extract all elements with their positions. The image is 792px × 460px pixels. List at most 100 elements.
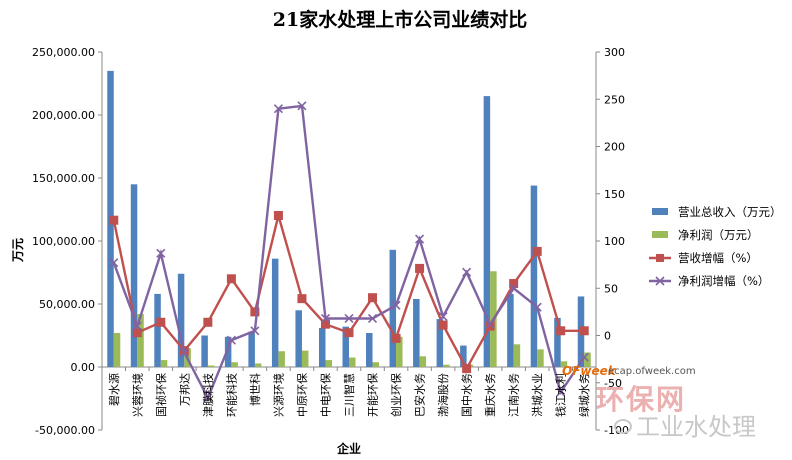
bars [107, 70, 591, 368]
bar [160, 360, 168, 367]
data-point [509, 283, 519, 293]
bar [318, 327, 326, 367]
lines [109, 101, 589, 403]
category-label: 津膜科技 [201, 373, 215, 417]
bar [460, 345, 467, 367]
bar [325, 360, 332, 367]
bar [154, 293, 161, 367]
data-point [579, 326, 589, 336]
y2-tick-label: 50 [604, 282, 618, 295]
legend-item: 净利润（万元） [652, 228, 759, 242]
bar [560, 361, 568, 367]
data-point [203, 317, 213, 327]
legend-label: 净利润增幅（%） [678, 274, 769, 288]
y2-tick-label: -50 [604, 377, 622, 390]
category-label: 钱江水利 [554, 373, 568, 417]
bar [177, 273, 185, 367]
category-label: 万邦达 [178, 373, 191, 406]
category-label: 巴安水务 [413, 373, 427, 417]
bar [507, 293, 514, 367]
category-label: 中电环保 [318, 373, 332, 417]
x-axis-label: 企业 [336, 441, 361, 456]
legend-label: 营收增幅（%） [678, 251, 758, 265]
y2-tick-label: 300 [604, 46, 625, 59]
y-tick-label: 250,000.00 [32, 46, 95, 59]
data-point [250, 307, 260, 317]
data-point [415, 234, 425, 244]
y2-tick-label: 150 [604, 188, 625, 201]
legend-marker [656, 254, 664, 262]
y-tick-label: 150,000.00 [32, 172, 95, 185]
y-tick-label: 0.00 [71, 361, 96, 374]
category-label: 渤海股份 [436, 373, 450, 417]
category-label: 国祯环保 [154, 373, 168, 417]
legend-item: 营收增幅（%） [649, 251, 758, 265]
category-label: 江南水务 [508, 373, 521, 417]
data-point [367, 313, 378, 324]
bar [366, 332, 373, 367]
data-point [273, 210, 283, 220]
data-point [509, 279, 519, 289]
bar [342, 326, 349, 367]
legend-swatch [652, 208, 668, 215]
legend-label: 净利润（万元） [678, 228, 759, 242]
legend-item: 净利润增幅（%） [649, 274, 769, 288]
data-point [109, 258, 119, 268]
bar [137, 314, 144, 367]
bar [413, 298, 420, 367]
data-point [297, 294, 307, 304]
legend: 营业总收入（万元） 净利润（万元） 营收增幅（%） 净利润增幅（%） [649, 205, 782, 288]
data-point [532, 246, 542, 256]
bar [224, 336, 232, 367]
data-point [179, 347, 189, 358]
data-point [532, 302, 542, 312]
bar [278, 351, 285, 367]
category-label: 创业环保 [389, 373, 403, 417]
bar [396, 336, 403, 367]
data-point [273, 104, 283, 114]
bar [201, 335, 208, 367]
data-point [391, 300, 401, 310]
bar [113, 332, 121, 367]
bar [372, 362, 380, 367]
data-point [320, 313, 331, 324]
y-tick-label: 100,000.00 [32, 235, 95, 248]
y-tick-label: 50,000.00 [39, 298, 95, 311]
ofweek-logo: OFweek [562, 364, 616, 378]
category-label: 博世科 [248, 373, 262, 406]
bar [295, 310, 302, 367]
data-point [203, 393, 213, 403]
category-labels: 碧水源 兴蓉环境 国祯环保 万邦达 津膜科技 环能科技 博世科 兴源环境 中原环保 中电环保 三川智… [107, 373, 591, 417]
bar [483, 96, 491, 367]
data-point [438, 320, 448, 330]
data-point [297, 101, 307, 111]
data-point [250, 326, 260, 336]
data-point [556, 326, 566, 336]
bar [554, 317, 561, 367]
data-point [109, 215, 119, 225]
axes: 250,000.00 200,000.00 150,000.00 100,000.00… [32, 46, 629, 437]
legend-swatch [652, 231, 668, 238]
y2-tick-label: 100 [604, 235, 625, 248]
category-label: 重庆水务 [483, 373, 497, 417]
watermark-site-name: 环保网 [596, 383, 687, 416]
bar [271, 258, 279, 367]
category-label: 环能科技 [224, 373, 238, 417]
data-point [485, 319, 495, 329]
bar [231, 362, 238, 367]
wechat-icon [614, 419, 632, 434]
bar [537, 349, 544, 367]
data-point [415, 263, 425, 273]
category-label: 绿城水务 [577, 373, 591, 417]
chart-title: 21家水处理上市公司业绩对比 [273, 8, 527, 31]
watermark-url: ecap.ofweek.com [608, 366, 696, 377]
y-tick-label: 200,000.00 [32, 109, 95, 122]
y2-tick-label: 200 [604, 141, 625, 154]
legend-label: 营业总收入（万元） [678, 205, 782, 219]
data-point [156, 248, 166, 258]
bar [419, 356, 427, 367]
bar [301, 350, 309, 367]
bar [130, 184, 138, 367]
data-point [344, 328, 354, 338]
data-point [344, 313, 354, 324]
